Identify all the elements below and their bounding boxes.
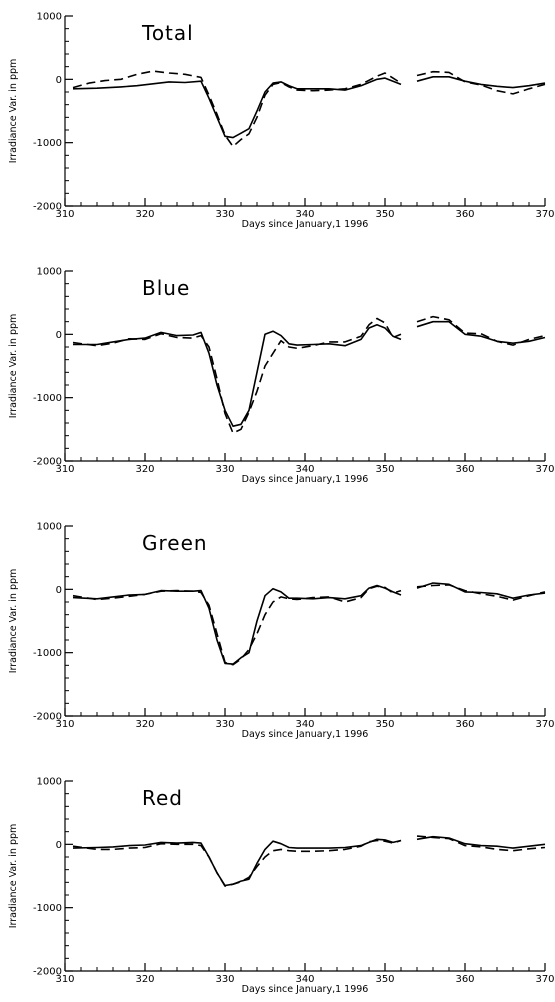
series-line-solid (72, 77, 402, 139)
y-tick-label: 1000 (37, 522, 62, 533)
series-line-dashed (72, 70, 402, 148)
x-tick-label: 360 (455, 719, 474, 730)
y-axis-label: Irradiance Var. in ppm (8, 59, 19, 164)
x-tick-label: 320 (135, 209, 154, 220)
y-axis-label: Irradiance Var. in ppm (8, 314, 19, 419)
x-tick-label: 320 (135, 464, 154, 475)
x-tick-label: 310 (55, 719, 74, 730)
y-tick-label: 0 (56, 585, 62, 596)
chart-panel-red: -2000 -1000 0 1000 310 320 330 340 350 360 370 Days… (8, 777, 555, 996)
y-tick-label: -1000 (33, 138, 62, 149)
series-line-dashed (416, 835, 546, 852)
panel-title: Red (142, 786, 183, 810)
x-tick-label: 360 (455, 464, 474, 475)
series-line-dashed (72, 839, 402, 887)
x-tick-label: 320 (135, 974, 154, 985)
panel-title: Green (142, 531, 208, 555)
x-tick-label: 340 (295, 719, 314, 730)
y-tick-label: -2000 (33, 712, 62, 723)
series-line-dashed (416, 70, 546, 95)
x-tick-label: 310 (55, 464, 74, 475)
chart-panel-green: -2000 -1000 0 1000 310 320 330 340 350 360 370 Days… (8, 522, 555, 741)
x-tick-label: 360 (455, 209, 474, 220)
y-tick-label: -2000 (33, 202, 62, 213)
panel-title: Total (141, 21, 194, 45)
series-line-dashed (416, 315, 546, 346)
y-tick-label: 0 (56, 75, 62, 86)
x-tick-label: 360 (455, 974, 474, 985)
y-tick-label: -1000 (33, 648, 62, 659)
x-axis-label: Days since January,1 1996 (242, 729, 369, 740)
series-line-solid (73, 323, 402, 428)
y-tick-label: 1000 (37, 12, 62, 23)
x-axis-label: Days since January,1 1996 (242, 984, 369, 995)
series-line-dashed (416, 584, 546, 601)
x-tick-label: 330 (215, 719, 234, 730)
x-tick-label: 330 (215, 974, 234, 985)
x-tick-label: 340 (295, 464, 314, 475)
series-line-solid (416, 76, 546, 89)
y-tick-label: 1000 (37, 777, 62, 788)
series-line-dashed (72, 317, 402, 434)
x-tick-label: 350 (375, 464, 394, 475)
panel-title: Blue (142, 276, 190, 300)
series-line-solid (416, 582, 546, 600)
chart-panel-total: -2000 -1000 0 1000 310 320 330 340 350 360 370 Days… (8, 12, 555, 231)
y-tick-label: 0 (56, 840, 62, 851)
y-tick-label: -2000 (33, 457, 62, 468)
x-tick-label: 370 (535, 464, 554, 475)
x-tick-label: 370 (535, 974, 554, 985)
chart-panel-blue: -2000 -1000 0 1000 310 320 330 340 350 360 370 Days… (8, 267, 555, 486)
x-tick-label: 350 (375, 209, 394, 220)
x-axis-label: Days since January,1 1996 (242, 474, 369, 485)
y-axis-label: Irradiance Var. in ppm (8, 569, 19, 674)
x-tick-label: 350 (375, 974, 394, 985)
x-tick-label: 370 (535, 719, 554, 730)
y-axis-label: Irradiance Var. in ppm (8, 824, 19, 929)
x-tick-label: 310 (55, 974, 74, 985)
y-tick-label: 1000 (37, 267, 62, 278)
series-line-dashed (72, 585, 402, 666)
y-tick-label: -1000 (33, 903, 62, 914)
x-tick-label: 320 (135, 719, 154, 730)
x-tick-label: 330 (215, 464, 234, 475)
x-tick-label: 370 (535, 209, 554, 220)
y-tick-label: -1000 (33, 393, 62, 404)
x-tick-label: 330 (215, 209, 234, 220)
x-tick-label: 340 (295, 209, 314, 220)
x-tick-label: 310 (55, 209, 74, 220)
x-axis-label: Days since January,1 1996 (242, 219, 369, 230)
x-tick-label: 340 (295, 974, 314, 985)
y-tick-label: 0 (56, 330, 62, 341)
y-tick-label: -2000 (33, 967, 62, 978)
series-line-solid (72, 838, 402, 887)
x-tick-label: 350 (375, 719, 394, 730)
